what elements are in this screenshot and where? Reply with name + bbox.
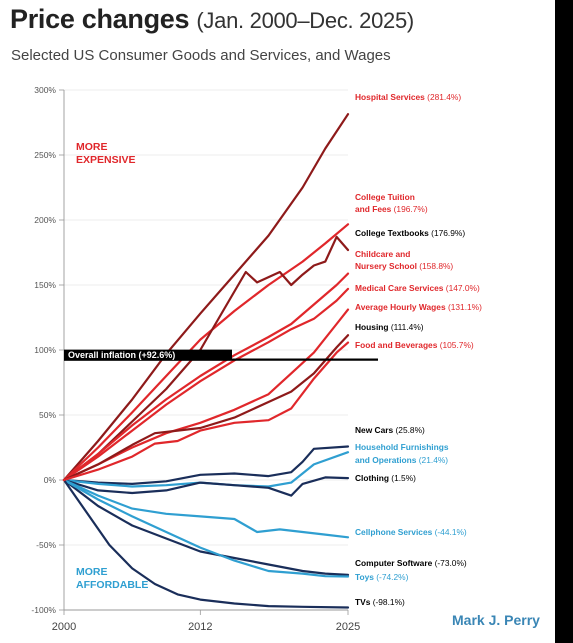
y-tick-label: 300%	[34, 85, 56, 95]
series-label-food: Food and Beverages (105.7%)	[355, 340, 474, 350]
region-more-affordable: AFFORDABLE	[76, 579, 148, 591]
series-value: (105.7%)	[440, 340, 474, 350]
y-tick-label: 50%	[39, 410, 56, 420]
chart-title-main: Price changes	[10, 4, 190, 34]
series-line-housing	[62, 334, 350, 482]
series-label-toys: Toys (-74.2%)	[355, 572, 409, 582]
series-value: (-98.1%)	[373, 597, 405, 607]
series-line-textbooks	[62, 235, 350, 482]
chart-subtitle: Selected US Consumer Goods and Services,…	[11, 47, 391, 64]
chart-title: Price changes (Jan. 2000–Dec. 2025)	[10, 4, 414, 35]
x-tick-label: 2000	[52, 621, 76, 633]
series-name: and Operations	[355, 455, 419, 465]
series-label-medical: Medical Care Services (147.0%)	[355, 283, 480, 293]
series-label-software: Computer Software (-73.0%)	[355, 558, 467, 568]
series-value: (21.4%)	[419, 455, 449, 465]
chart-title-range: (Jan. 2000–Dec. 2025)	[196, 8, 414, 33]
x-tick-label: 2012	[188, 621, 212, 633]
series-label-cars: New Cars (25.8%)	[355, 425, 425, 435]
chart-card: Price changes (Jan. 2000–Dec. 2025) Sele…	[0, 0, 555, 643]
series-line-tuition	[62, 223, 350, 482]
series-line-cars	[62, 445, 350, 485]
inflation-label-box	[64, 349, 232, 361]
series-label-furnishings-line2: and Operations (21.4%)	[355, 455, 448, 465]
x-tick-label: 2025	[336, 621, 360, 633]
y-tick-label: 100%	[34, 345, 56, 355]
region-more-expensive: MORE	[76, 141, 108, 153]
series-label-tuition-line2: and Fees (196.7%)	[355, 204, 428, 214]
series-value: (147.0%)	[446, 283, 480, 293]
series-line-clothing	[62, 476, 350, 497]
series-label-hospital: Hospital Services (281.4%)	[355, 92, 461, 102]
series-name: Housing	[355, 322, 391, 332]
series-value: (-73.0%)	[435, 558, 467, 568]
series-label-cellphone: Cellphone Services (-44.1%)	[355, 527, 467, 537]
region-more-expensive: EXPENSIVE	[76, 154, 136, 166]
series-line-cellphone	[62, 478, 350, 539]
series-name: Cellphone Services	[355, 527, 435, 537]
overall-inflation: Overall inflation (+92.6%)	[64, 349, 378, 361]
y-tick-label: 250%	[34, 150, 56, 160]
series-name: Computer Software	[355, 558, 435, 568]
series-label-clothing: Clothing (1.5%)	[355, 473, 416, 483]
series-value: (176.9%)	[431, 228, 465, 238]
series-value: (1.5%)	[391, 473, 416, 483]
series-label-furnishings-line1: Household Furnishings	[355, 442, 449, 452]
series-name: TVs	[355, 597, 373, 607]
series-value: (158.8%)	[419, 261, 453, 271]
series-name: Toys	[355, 572, 376, 582]
series-name: Food and Beverages	[355, 340, 440, 350]
y-tick-label: -50%	[36, 540, 56, 550]
inflation-label: Overall inflation (+92.6%)	[68, 350, 175, 360]
series-value: (111.4%)	[391, 322, 424, 332]
series-value: (281.4%)	[427, 92, 461, 102]
series-value: (25.8%)	[396, 425, 426, 435]
series-name: Hospital Services	[355, 92, 427, 102]
series-line-wages	[62, 308, 350, 482]
series-label-housing: Housing (111.4%)	[355, 322, 424, 332]
series-line-food	[62, 341, 350, 482]
series-line-toys	[62, 478, 350, 578]
y-tick-label: 150%	[34, 280, 56, 290]
series-value: (-44.1%)	[435, 527, 467, 537]
series-value: (-74.2%)	[376, 572, 408, 582]
axes-layer: 300% 250% 200% 150% 100% 50% 0% -50% -100% 2000 20…	[31, 85, 360, 633]
y-tick-label: -100%	[31, 605, 56, 615]
series-value: (196.7%)	[394, 204, 428, 214]
series-label-tvs: TVs (-98.1%)	[355, 597, 405, 607]
series-name: Average Hourly Wages	[355, 302, 448, 312]
series-lines	[62, 113, 350, 609]
series-line-medical	[62, 287, 350, 482]
series-name: and Fees	[355, 204, 394, 214]
series-label-childcare-line2: Nursery School (158.8%)	[355, 261, 453, 271]
region-more-affordable: MORE	[76, 566, 108, 578]
y-tick-label: 200%	[34, 215, 56, 225]
series-name: Clothing	[355, 473, 391, 483]
y-tick-label: 0%	[44, 475, 57, 485]
screen-edge	[555, 0, 573, 643]
series-line-childcare	[62, 272, 350, 482]
series-name: Nursery School	[355, 261, 419, 271]
series-labels: Hospital Services (281.4%) College Tuitio…	[355, 92, 482, 607]
series-line-software	[62, 478, 350, 576]
line-chart: 300% 250% 200% 150% 100% 50% 0% -50% -100% 2000 20…	[31, 85, 482, 633]
series-label-childcare-line1: Childcare and	[355, 249, 410, 259]
series-line-tvs	[62, 478, 350, 609]
series-line-hospital	[62, 113, 350, 482]
series-label-wages: Average Hourly Wages (131.1%)	[355, 302, 482, 312]
series-label-tuition-line1: College Tuition	[355, 192, 415, 202]
series-value: (131.1%)	[448, 302, 482, 312]
series-label-textbooks: College Textbooks (176.9%)	[355, 228, 465, 238]
author-credit: Mark J. Perry	[452, 612, 540, 628]
series-name: New Cars	[355, 425, 396, 435]
series-name: College Textbooks	[355, 228, 431, 238]
series-name: Medical Care Services	[355, 283, 446, 293]
